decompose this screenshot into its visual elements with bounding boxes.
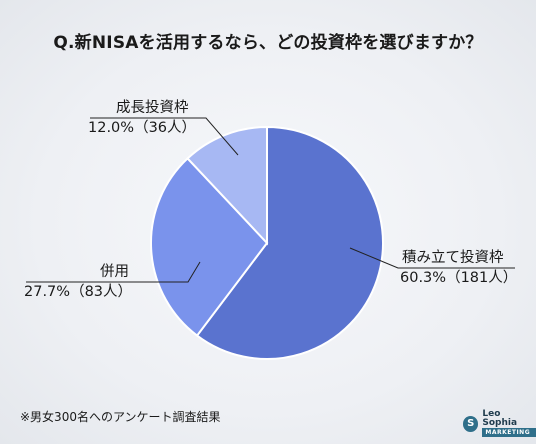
slice-value: 60.3%（181人） bbox=[400, 270, 518, 286]
logo-mark-icon: S bbox=[463, 415, 479, 432]
pie-slice-tsumitate bbox=[195, 125, 384, 360]
slice-name: 併用 bbox=[100, 264, 129, 280]
slice-name: 積み立て投資枠 bbox=[402, 250, 504, 266]
logo-name: Leo Sophia bbox=[482, 409, 518, 428]
logo-text: Leo Sophia MARKETING bbox=[482, 410, 536, 437]
leader-line-tsumitate bbox=[349, 247, 515, 269]
slice-value: 12.0%（36人） bbox=[88, 120, 197, 136]
chart-title: Q.新NISAを活用するなら、どの投資枠を選びますか？ bbox=[53, 33, 483, 53]
leader-line-heiyo bbox=[26, 261, 201, 283]
pie-slice-heiyo bbox=[150, 157, 269, 337]
survey-note: ※男女300名へのアンケート調査結果 bbox=[20, 410, 221, 424]
brand-logo: S Leo Sophia MARKETING bbox=[463, 410, 536, 437]
slice-label-tsumitate: 積み立て投資枠 60.3%（181人） bbox=[400, 248, 517, 288]
slice-name: 成長投資枠 bbox=[116, 100, 189, 116]
logo-sub: MARKETING bbox=[482, 428, 536, 437]
slice-label-heiyo: 併用 27.7%（83人） bbox=[24, 262, 132, 302]
leader-line-seicho bbox=[90, 117, 239, 156]
slice-value: 27.7%（83人） bbox=[24, 284, 133, 300]
pie-slice-seicho bbox=[186, 125, 268, 246]
slice-label-seicho: 成長投資枠 12.0%（36人） bbox=[88, 98, 196, 138]
